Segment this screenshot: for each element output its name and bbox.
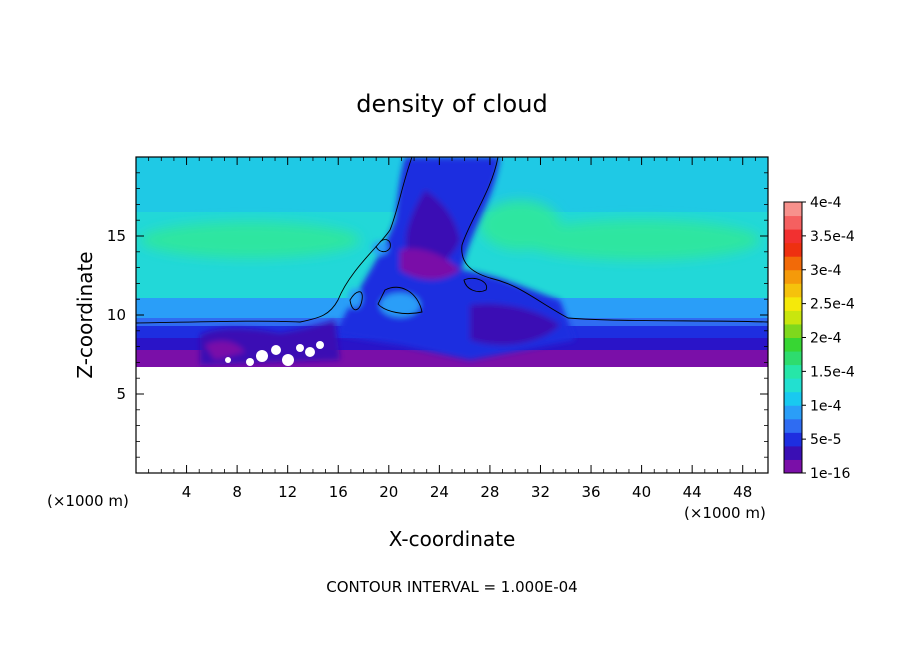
x-axis-label: X-coordinate xyxy=(389,527,516,551)
colorbar-swatch xyxy=(784,229,802,244)
colorbar-swatch xyxy=(784,256,802,271)
x-tick-label: 40 xyxy=(632,483,651,501)
colorbar-swatch xyxy=(784,364,802,379)
colorbar-swatch xyxy=(784,351,802,366)
colorbar-swatch xyxy=(784,269,802,284)
y-axis: 5 10 15 xyxy=(107,172,768,458)
contour-interval-note: CONTOUR INTERVAL = 1.000E-04 xyxy=(326,578,577,596)
x-axis: 4 8 12 16 20 24 28 32 36 40 44 48 xyxy=(148,157,756,501)
colorbar-swatch xyxy=(784,310,802,325)
x-tick-label: 24 xyxy=(430,483,449,501)
colorbar-swatch xyxy=(784,459,802,474)
colorbar-swatch xyxy=(784,445,802,460)
plot-area xyxy=(135,156,769,474)
colorbar-label: 3.5e-4 xyxy=(810,229,855,245)
colorbar-swatch xyxy=(784,405,802,420)
x-unit-label: (×1000 m) xyxy=(684,504,766,522)
colorbar-swatch xyxy=(784,283,802,298)
colorbar-swatch xyxy=(784,418,802,433)
colorbar-label: 1e-16 xyxy=(810,466,850,482)
x-tick-label: 20 xyxy=(379,483,398,501)
colorbar-swatch xyxy=(784,432,802,447)
colorbar-label: 2e-4 xyxy=(810,331,842,347)
colorbar-swatch xyxy=(784,323,802,338)
colorbar-label: 1.5e-4 xyxy=(810,364,855,380)
colorbar-swatch xyxy=(784,378,802,393)
y-tick-label: 5 xyxy=(116,385,126,403)
colorbar-swatch xyxy=(784,215,802,230)
x-tick-label: 4 xyxy=(182,483,192,501)
colorbar-label: 1e-4 xyxy=(810,398,842,414)
x-tick-label: 28 xyxy=(480,483,499,501)
colorbar-swatch xyxy=(784,296,802,311)
y-axis-label: Z-coordinate xyxy=(73,251,97,378)
colorbar-swatch xyxy=(784,202,802,217)
x-tick-label: 32 xyxy=(531,483,550,501)
colorbar-swatch xyxy=(784,337,802,352)
y-tick-label: 10 xyxy=(107,306,126,324)
colorbar: 1e-16 5e-5 1e-4 1.5e-4 2e-4 2.5e-4 3e-4 3.5e-4 4… xyxy=(783,195,855,482)
x-tick-label: 16 xyxy=(329,483,348,501)
x-tick-label: 48 xyxy=(733,483,752,501)
colorbar-label: 5e-5 xyxy=(810,432,841,448)
colorbar-label: 4e-4 xyxy=(810,195,842,211)
colorbar-swatch xyxy=(784,391,802,406)
colorbar-label: 2.5e-4 xyxy=(810,297,855,313)
chart-title: density of cloud xyxy=(356,90,547,118)
density-field xyxy=(136,157,768,473)
x-tick-label: 12 xyxy=(278,483,297,501)
y-unit-label: (×1000 m) xyxy=(47,492,129,510)
colorbar-swatch xyxy=(784,242,802,257)
x-tick-label: 36 xyxy=(581,483,600,501)
colorbar-label: 3e-4 xyxy=(810,263,842,279)
x-tick-label: 8 xyxy=(232,483,242,501)
y-tick-label: 15 xyxy=(107,227,126,245)
x-tick-label: 44 xyxy=(683,483,702,501)
